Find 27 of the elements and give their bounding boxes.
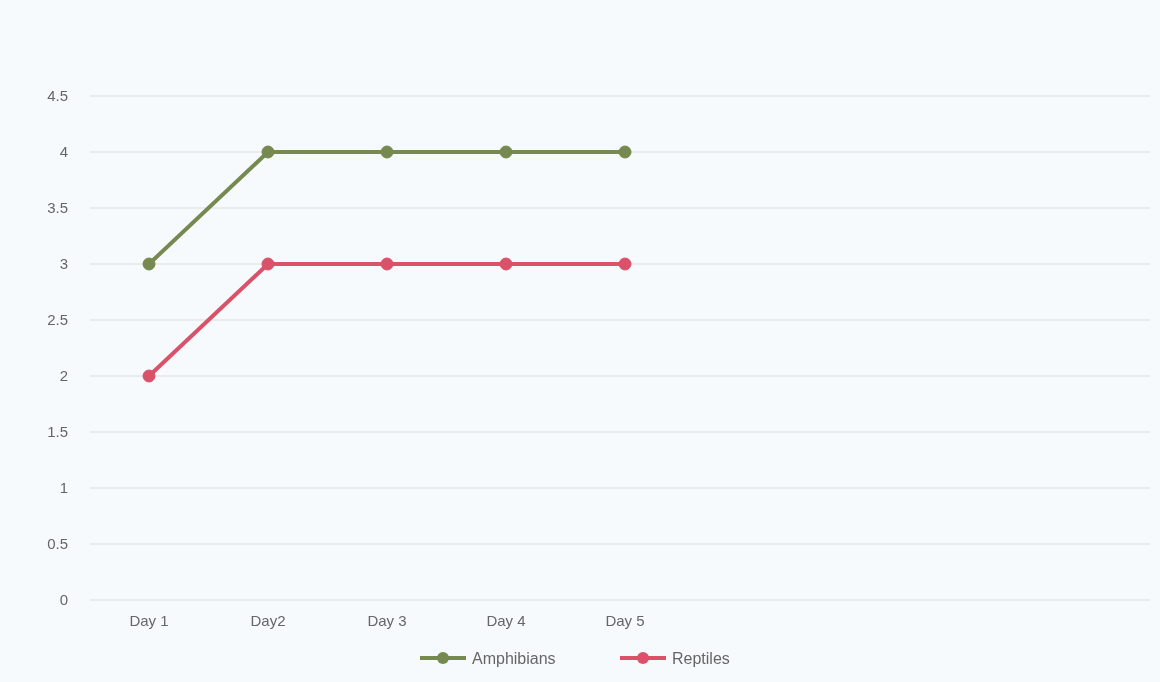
y-tick-label: 4: [59, 143, 68, 161]
x-tick-label: Day 4: [486, 612, 526, 629]
y-tick-label: 1: [59, 479, 68, 497]
y-tick-label: 2: [59, 367, 68, 385]
point: [142, 257, 156, 271]
x-tick-label: Day2: [250, 612, 286, 629]
y-tick-label: 3: [59, 255, 68, 273]
y-tick-label: 1.5: [47, 423, 68, 441]
point: [380, 257, 394, 271]
point: [142, 369, 156, 383]
y-tick-label: 2.5: [47, 311, 68, 329]
x-tick-label: Day 1: [129, 612, 169, 629]
legend-label: Reptiles: [672, 649, 730, 667]
y-tick-label: 3.5: [47, 199, 68, 217]
y-tick-label: 0.5: [47, 535, 68, 553]
x-tick-label: Day 5: [605, 612, 645, 629]
point: [499, 257, 513, 271]
x-tick-label: Day 3: [367, 612, 407, 629]
legend-label: Amphibians: [472, 649, 556, 667]
point: [618, 257, 632, 271]
point: [499, 145, 513, 159]
point: [618, 145, 632, 159]
point: [380, 145, 394, 159]
point: [261, 145, 275, 159]
y-tick-label: 0: [59, 591, 68, 609]
point: [261, 257, 275, 271]
y-tick-label: 4.5: [47, 87, 68, 105]
